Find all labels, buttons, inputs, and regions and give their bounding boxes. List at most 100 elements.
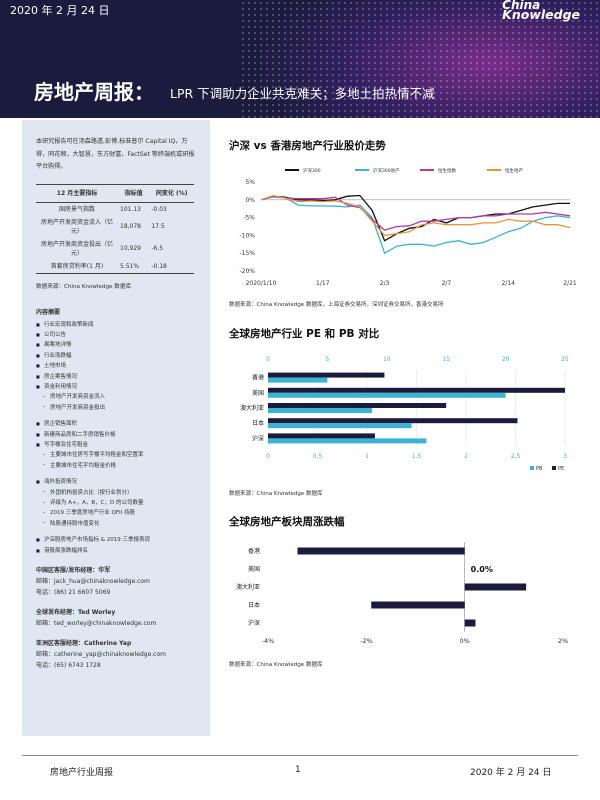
footer-report-name: 房地产行业周报 — [50, 768, 114, 778]
table-row: 国房景气指数 101.13 -0.03 — [36, 202, 194, 216]
banner-glow-decoration — [260, 0, 600, 118]
table-cell: 18,078 — [120, 223, 141, 230]
table-cell: 首套房贷利率(1 月) — [36, 259, 118, 274]
table-row: 房地产开发商资金投出（亿元） 10,929 -6.5 — [36, 238, 194, 260]
category-label: 沪深 — [248, 619, 260, 627]
legend-label: PB — [536, 466, 543, 472]
category-label: 日本 — [252, 419, 264, 427]
table-cell: -0.03 — [151, 205, 167, 213]
toc-item: 房地产开发商资金流入 — [36, 392, 196, 403]
toc-item: 房企案售情况 — [36, 372, 196, 383]
contact-line: 邮箱：jack_hua@chinaknowledge.com — [36, 578, 150, 586]
section-title-weekly-change: 全球房地产板块周涨跌幅 — [229, 516, 345, 528]
category-label: 日本 — [248, 601, 260, 609]
stock-trend-line-chart: 沪深300 沪深300地产 恒生指数 恒生地产 5% 0% -5% -10% -15% -20% 2… — [239, 167, 576, 287]
toc-item: 陆股通持股市值变化 — [36, 518, 196, 529]
contact-title: 亚洲区客服经理：Catherine Yap — [36, 640, 132, 648]
y-tick-label: -5% — [243, 215, 255, 222]
contact-line: 电话：(86) 21 6607 5069 — [36, 589, 111, 597]
table-header-cell: 12 月主要指标 — [36, 183, 118, 203]
category-label: 澳大利亚 — [236, 583, 260, 591]
table-cell: 17.5 — [151, 223, 165, 230]
toc-item: 2019 三季度房地产行业 QFII 持股 — [36, 508, 196, 519]
toc-item: 海外投资情况 — [36, 477, 196, 488]
y-tick-label: 0% — [245, 197, 255, 204]
top-axis-tick: 0 — [266, 356, 270, 363]
pb-bar — [268, 392, 506, 398]
table-source: 数据来源：China Knowledge 数据库 — [36, 283, 132, 290]
top-axis-tick: 10 — [383, 356, 391, 363]
x-tick-label: 2/14 — [501, 280, 515, 287]
y-tick-label: -15% — [239, 250, 255, 257]
contact-block: 全球发布经理：Ted Worley 邮箱：ted_worley@chinaknow… — [36, 607, 196, 629]
bottom-axis-tick: 2.5 — [511, 453, 521, 460]
toc-item: 写字楼及住宅租金 — [36, 440, 196, 451]
report-title: 房地产周报： — [34, 80, 154, 104]
pe-bar — [268, 387, 565, 393]
contact-title: 中国区客服/发布经理：华军 — [36, 567, 111, 575]
section-source-stock-trend: 数据来源：China Knowledge 数据库，上海证券交易所，深圳证券交易所… — [229, 302, 444, 308]
category-label: 美国 — [252, 389, 264, 397]
x-tick-label: 2020/1/10 — [246, 280, 277, 287]
top-axis-tick: 20 — [502, 356, 510, 363]
china-knowledge-logo: China Knowledge — [502, 0, 580, 22]
x-tick-label: 2/7 — [442, 280, 452, 287]
pe-bar — [268, 433, 375, 439]
x-tick-label: 2/3 — [380, 280, 390, 287]
contact-title: 全球发布经理：Ted Worley — [36, 609, 116, 617]
x-tick-label: 2% — [558, 637, 568, 645]
toc-item: 公司公告 — [36, 330, 196, 341]
header-banner: 2020 年 2 月 24 日 China Knowledge 房地产周报： L… — [0, 0, 600, 118]
legend-label: 沪深300 — [303, 167, 321, 174]
section-source-pe-pb: 数据来源：China Knowledge 数据库 — [229, 491, 323, 497]
section-title-pe-pb: 全球房地产行业 PE 和 PB 对比 — [229, 328, 380, 340]
contact-block: 亚洲区客服经理：Catherine Yap 邮箱：catherine_yap@ch… — [36, 638, 196, 671]
legend-label: 恒生地产 — [505, 167, 523, 174]
x-tick-label: -2% — [360, 637, 373, 645]
series-line — [260, 195, 571, 231]
legend-swatch — [552, 466, 556, 470]
category-label: 沪深 — [252, 434, 264, 442]
category-label: 香港 — [248, 547, 260, 555]
table-cell: 101.13 — [120, 205, 141, 213]
contact-line: 邮箱：catherine_yap@chinaknowledge.com — [36, 651, 166, 659]
contact-line: 邮箱：ted_worley@chinaknowledge.com — [36, 620, 157, 628]
bottom-axis-tick: 0.5 — [313, 453, 323, 460]
sidebar-intro: 本研究报告可在汤森路透,彭博,标准普尔 Capital IQ，万得，同花顺，大智… — [36, 138, 195, 170]
section-title-stock-trend: 沪深 vs 香港房地产行业股价走势 — [229, 140, 386, 152]
bottom-axis-tick: 1.5 — [412, 453, 422, 460]
table-row: 首套房贷利率(1 月) 5.51% -0.18 — [36, 259, 194, 274]
change-bar — [371, 601, 465, 609]
y-tick-label: -20% — [239, 268, 255, 275]
bottom-axis-tick: 2 — [464, 453, 468, 460]
chart-legend: 沪深300 沪深300地产 恒生指数 恒生地产 — [285, 167, 523, 174]
toc-item: 港股周涨跌幅排名 — [36, 546, 196, 557]
pe-bar — [268, 372, 385, 378]
top-axis-tick: 5 — [325, 356, 329, 363]
toc-item: 新建商品房和二手房销售价格 — [36, 430, 196, 441]
footer-date: 2020 年 2 月 24 日 — [470, 768, 552, 778]
change-bar — [297, 547, 465, 555]
toc-item: 沪深股房地产市场指标 & 2019 三季报表现 — [36, 535, 196, 546]
change-bar — [464, 619, 476, 627]
bottom-axis-tick: 3 — [563, 453, 567, 460]
contact-block: 中国区客服/发布经理：华军邮箱：jack_hua@chinaknowledge.… — [36, 565, 196, 598]
toc-item: 离案地详情 — [36, 340, 196, 351]
x-tick-label: 0% — [460, 637, 470, 645]
legend-swatch — [530, 466, 534, 470]
pe-bar — [268, 418, 518, 424]
legend-label: PE — [558, 466, 564, 472]
key-indicators-table: 12 月主要指标 指标值 同变化 (%) 国房景气指数 101.13 -0.03 房地产开… — [36, 183, 194, 274]
table-cell: 国房景气指数 — [58, 205, 95, 213]
toc-item: 评级为 A+，A，B，C，D 的公司数量 — [36, 497, 196, 508]
footer-page-number: 1 — [295, 765, 301, 775]
chart-legend: PB PE — [530, 466, 564, 472]
toc-item: 行业涨跌幅 — [36, 351, 196, 362]
legend-label: 恒生指数 — [438, 167, 456, 174]
series-line — [260, 194, 571, 237]
category-label: 澳大利亚 — [240, 404, 264, 412]
section-source-weekly-change: 数据来源：China Knowledge 数据库 — [229, 662, 323, 668]
toc-item: 主要城市住宅平均租金价格 — [36, 460, 196, 471]
toc-item: 行业宏观和政策新闻 — [36, 320, 196, 331]
